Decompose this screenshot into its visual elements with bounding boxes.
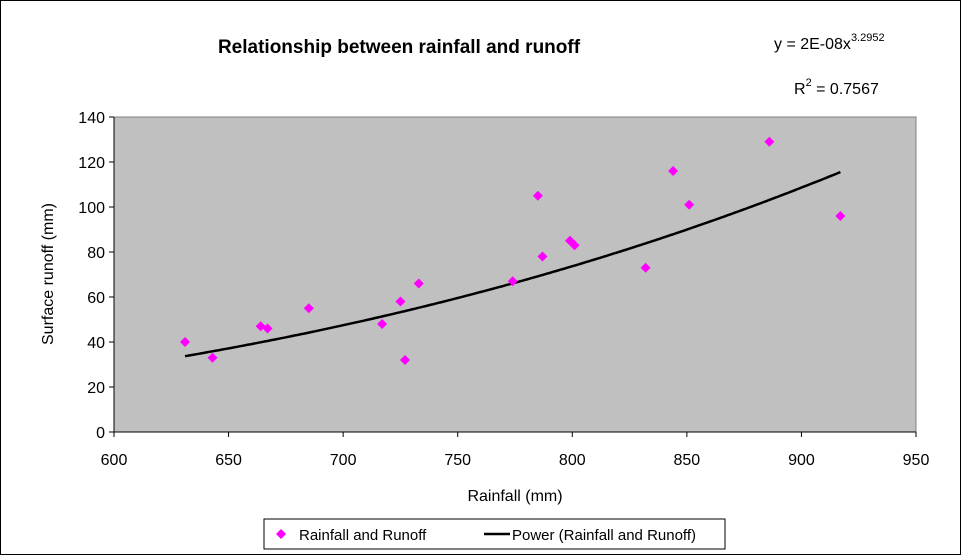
plot-area bbox=[113, 116, 917, 433]
y-axis-label: Surface runoff (mm) bbox=[40, 203, 57, 345]
data-point bbox=[377, 319, 388, 329]
r-squared-label: R2 = 0.7567 bbox=[794, 77, 879, 98]
x-tick-label: 850 bbox=[674, 452, 701, 469]
legend: Rainfall and Runoff Power (Rainfall and … bbox=[263, 518, 726, 550]
equation-exponent: 3.2952 bbox=[851, 32, 885, 44]
data-point bbox=[507, 276, 518, 287]
data-point bbox=[835, 211, 846, 221]
data-point bbox=[180, 337, 191, 347]
x-tick-label: 600 bbox=[101, 452, 128, 469]
data-point bbox=[303, 303, 314, 314]
x-tick-label: 750 bbox=[444, 452, 471, 469]
y-tick-label: 80 bbox=[87, 245, 105, 262]
y-tick-label: 120 bbox=[78, 155, 105, 172]
legend-trendline-label: Power (Rainfall and Runoff) bbox=[512, 527, 696, 544]
data-point bbox=[684, 199, 695, 210]
data-point bbox=[413, 278, 424, 289]
axes: 600 650 700 750 800 850 900 950 0 20 40 60 80 100 120 1… bbox=[78, 110, 929, 469]
y-tick-label: 0 bbox=[96, 425, 105, 442]
r-squared-value: = 0.7567 bbox=[812, 81, 879, 98]
data-point bbox=[537, 251, 548, 262]
x-tick-label: 650 bbox=[215, 452, 242, 469]
data-point bbox=[395, 296, 406, 307]
equation-base: y = 2E-08x bbox=[774, 36, 851, 53]
legend-scatter-label: Rainfall and Runoff bbox=[299, 527, 427, 544]
y-tick-label: 40 bbox=[87, 335, 105, 352]
trendline-equation: y = 2E-08x3.2952 bbox=[774, 32, 885, 53]
y-tick-label: 20 bbox=[87, 380, 105, 397]
legend-diamond-marker bbox=[276, 529, 286, 539]
data-point bbox=[262, 323, 273, 334]
r-squared-prefix: R bbox=[794, 81, 806, 98]
data-point bbox=[207, 352, 218, 363]
chart-title: Relationship between rainfall and runoff bbox=[218, 37, 581, 58]
x-tick-label: 950 bbox=[903, 452, 930, 469]
data-point bbox=[532, 190, 543, 201]
x-tick-label: 700 bbox=[330, 452, 357, 469]
x-axis-label: Rainfall (mm) bbox=[467, 488, 562, 505]
y-tick-label: 140 bbox=[78, 110, 105, 127]
data-point bbox=[400, 355, 411, 365]
x-tick-label: 900 bbox=[788, 452, 815, 469]
data-point bbox=[569, 240, 580, 251]
y-tick-label: 100 bbox=[78, 200, 105, 217]
data-point bbox=[640, 262, 651, 273]
x-tick-label: 800 bbox=[559, 452, 586, 469]
y-tick-label: 60 bbox=[87, 290, 105, 307]
data-point bbox=[668, 166, 679, 176]
data-point bbox=[764, 136, 775, 147]
r-squared-sup: 2 bbox=[806, 77, 812, 89]
data-points bbox=[180, 136, 846, 365]
